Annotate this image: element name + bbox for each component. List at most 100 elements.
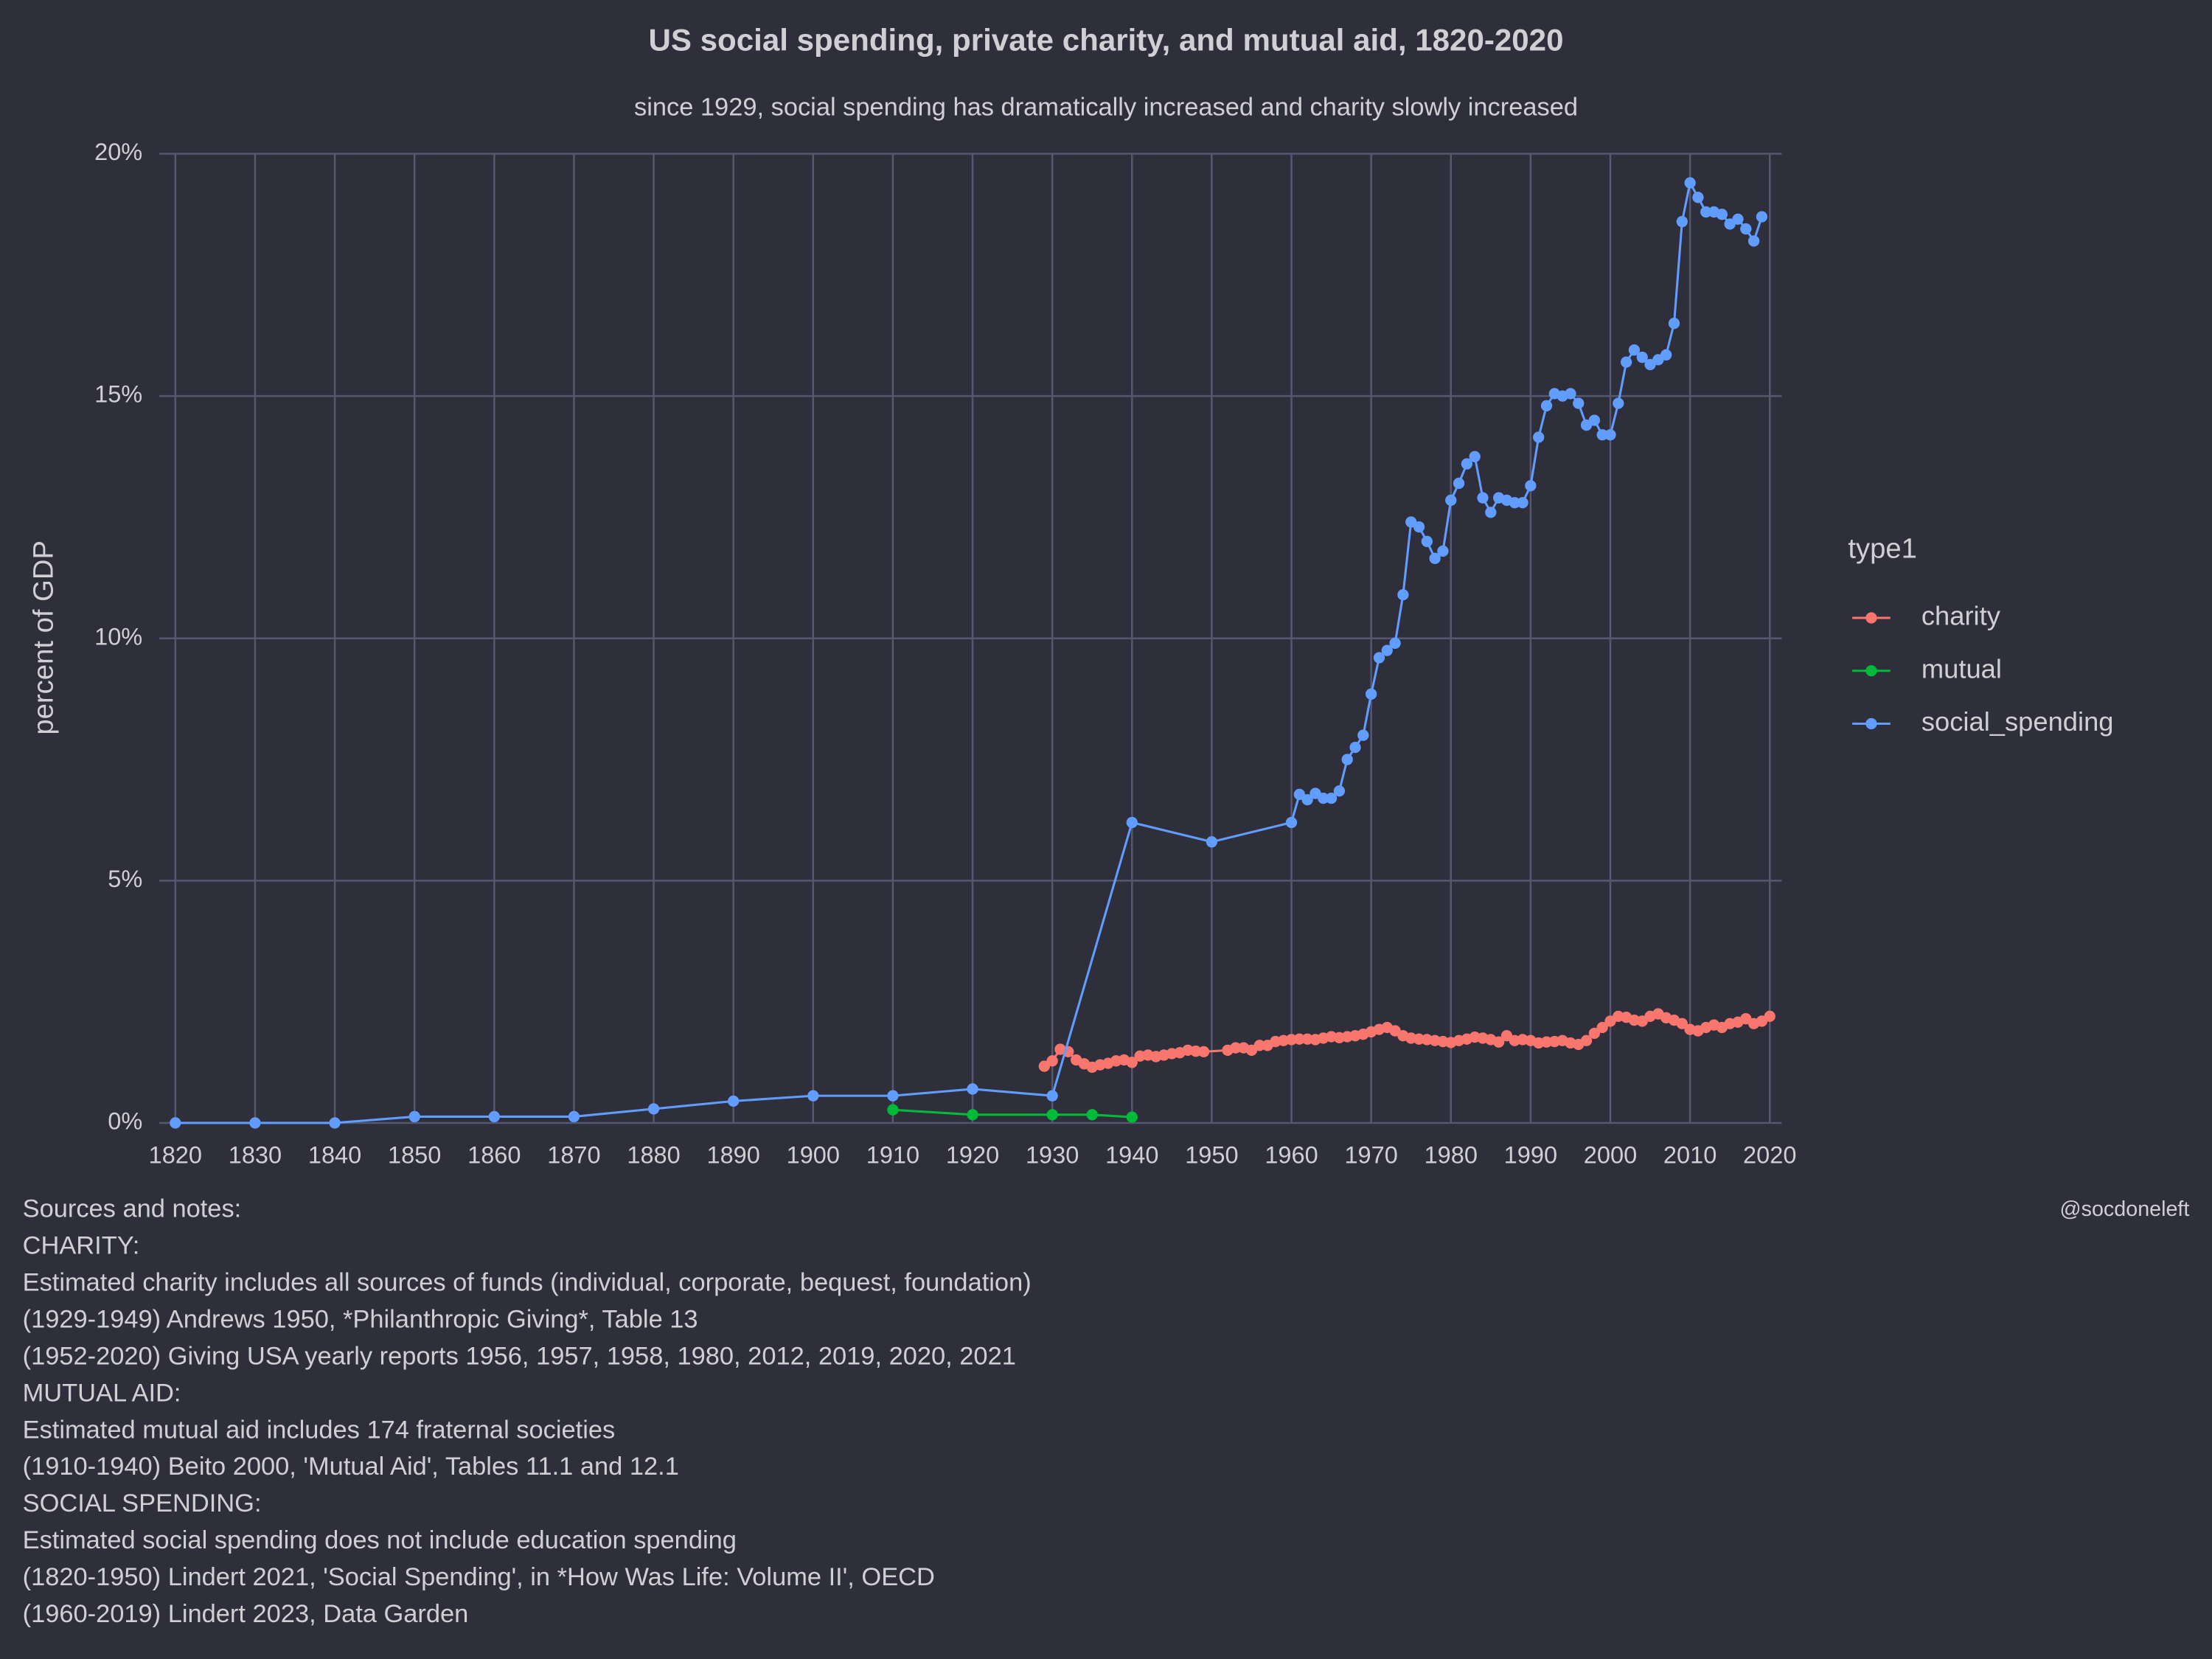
data-point (1604, 429, 1616, 441)
x-tick-label: 1960 (1265, 1141, 1318, 1168)
data-point (1732, 213, 1744, 225)
data-point (1756, 211, 1768, 223)
data-point (1580, 1034, 1593, 1046)
data-point (1381, 644, 1393, 656)
legend-swatch-dot (1865, 665, 1877, 677)
data-point (1596, 1021, 1608, 1034)
data-point (1365, 688, 1377, 700)
data-point (1540, 1036, 1553, 1048)
y-axis-label: percent of GDP (27, 540, 59, 735)
x-tick-label: 1970 (1344, 1141, 1397, 1168)
data-point (1485, 507, 1497, 518)
y-tick-label: 15% (94, 381, 142, 408)
data-point (1341, 754, 1353, 765)
data-point (1301, 793, 1313, 806)
data-point (1293, 788, 1305, 801)
data-point (1389, 637, 1401, 649)
note-line: CHARITY: (23, 1232, 140, 1260)
note-line: Estimated mutual aid includes 174 frater… (23, 1416, 616, 1444)
data-point (1357, 729, 1369, 741)
data-point (1230, 1042, 1242, 1054)
x-tick-label: 1820 (149, 1141, 202, 1168)
data-point (1517, 497, 1528, 509)
chart-subtitle: since 1929, social spending has dramatic… (634, 93, 1578, 121)
data-point (329, 1117, 341, 1129)
x-tick-label: 1890 (706, 1141, 759, 1168)
x-tick-label: 1920 (946, 1141, 999, 1168)
data-point (967, 1083, 978, 1095)
data-point (1684, 177, 1696, 189)
data-point (1126, 1057, 1138, 1068)
data-point (1190, 1046, 1202, 1057)
legend-label: social_spending (1921, 706, 2114, 737)
note-line: (1910-1940) Beito 2000, 'Mutual Aid', Ta… (23, 1453, 679, 1481)
data-point (1573, 397, 1585, 409)
data-point (170, 1117, 181, 1129)
data-point (1046, 1090, 1058, 1102)
data-point (1716, 209, 1728, 220)
data-point (1253, 1040, 1265, 1051)
data-point (1373, 652, 1385, 664)
note-line: (1820-1950) Lindert 2021, 'Social Spendi… (23, 1563, 935, 1591)
data-point (1437, 545, 1449, 557)
data-point (887, 1104, 899, 1116)
data-point (249, 1117, 261, 1129)
data-point (807, 1090, 819, 1102)
data-point (1492, 1036, 1505, 1048)
data-point (1620, 356, 1632, 368)
credit: @socdoneleft (2060, 1197, 2190, 1221)
data-point (1596, 429, 1608, 441)
data-point (1676, 215, 1688, 228)
x-tick-label: 1930 (1026, 1141, 1079, 1168)
data-point (1469, 451, 1481, 462)
data-point (1477, 492, 1489, 504)
data-point (1038, 1060, 1050, 1072)
data-point (1692, 192, 1704, 204)
y-tick-label: 10% (94, 623, 142, 650)
x-tick-label: 1950 (1185, 1141, 1238, 1168)
grid (159, 153, 1782, 1124)
data-point (1086, 1109, 1098, 1121)
data-point (1660, 349, 1672, 361)
legend-swatch-dot (1865, 717, 1877, 730)
data-point (1588, 1027, 1601, 1040)
data-point (728, 1095, 740, 1107)
data-point (488, 1110, 500, 1123)
data-point (887, 1090, 899, 1102)
x-tick-label: 1910 (866, 1141, 919, 1168)
data-point (1453, 477, 1465, 490)
data-point (1421, 535, 1433, 547)
data-point (1046, 1109, 1058, 1121)
data-point (1764, 1010, 1775, 1023)
y-tick-label: 20% (94, 139, 142, 165)
data-point (1318, 792, 1329, 804)
data-point (1588, 414, 1601, 426)
x-tick-label: 2010 (1663, 1141, 1717, 1168)
note-line: (1952-2020) Giving USA yearly reports 19… (23, 1342, 1016, 1370)
chart-title: US social spending, private charity, and… (649, 23, 1564, 58)
data-point (1325, 792, 1338, 804)
note-line: SOCIAL SPENDING: (23, 1489, 262, 1517)
data-point (1525, 480, 1537, 492)
x-tick-label: 1850 (388, 1141, 441, 1168)
x-tick-label: 1840 (308, 1141, 361, 1168)
data-point (1413, 521, 1425, 533)
data-point (967, 1109, 978, 1121)
data-point (1333, 785, 1346, 797)
data-point (1461, 458, 1473, 470)
x-tick-label: 1900 (787, 1141, 840, 1168)
x-tick-label: 1860 (467, 1141, 521, 1168)
note-line: (1929-1949) Andrews 1950, *Philanthropic… (23, 1305, 698, 1333)
x-tick-label: 1870 (547, 1141, 600, 1168)
legend-label: mutual (1921, 653, 2002, 684)
data-point (1740, 223, 1752, 235)
data-point (1700, 206, 1712, 218)
x-tick-label: 2020 (1743, 1141, 1796, 1168)
data-point (1668, 317, 1680, 330)
x-tick-label: 1980 (1425, 1141, 1478, 1168)
data-point (408, 1110, 420, 1123)
data-point (1285, 816, 1298, 829)
note-line: Estimated charity includes all sources o… (23, 1269, 1032, 1297)
data-point (1509, 497, 1520, 509)
